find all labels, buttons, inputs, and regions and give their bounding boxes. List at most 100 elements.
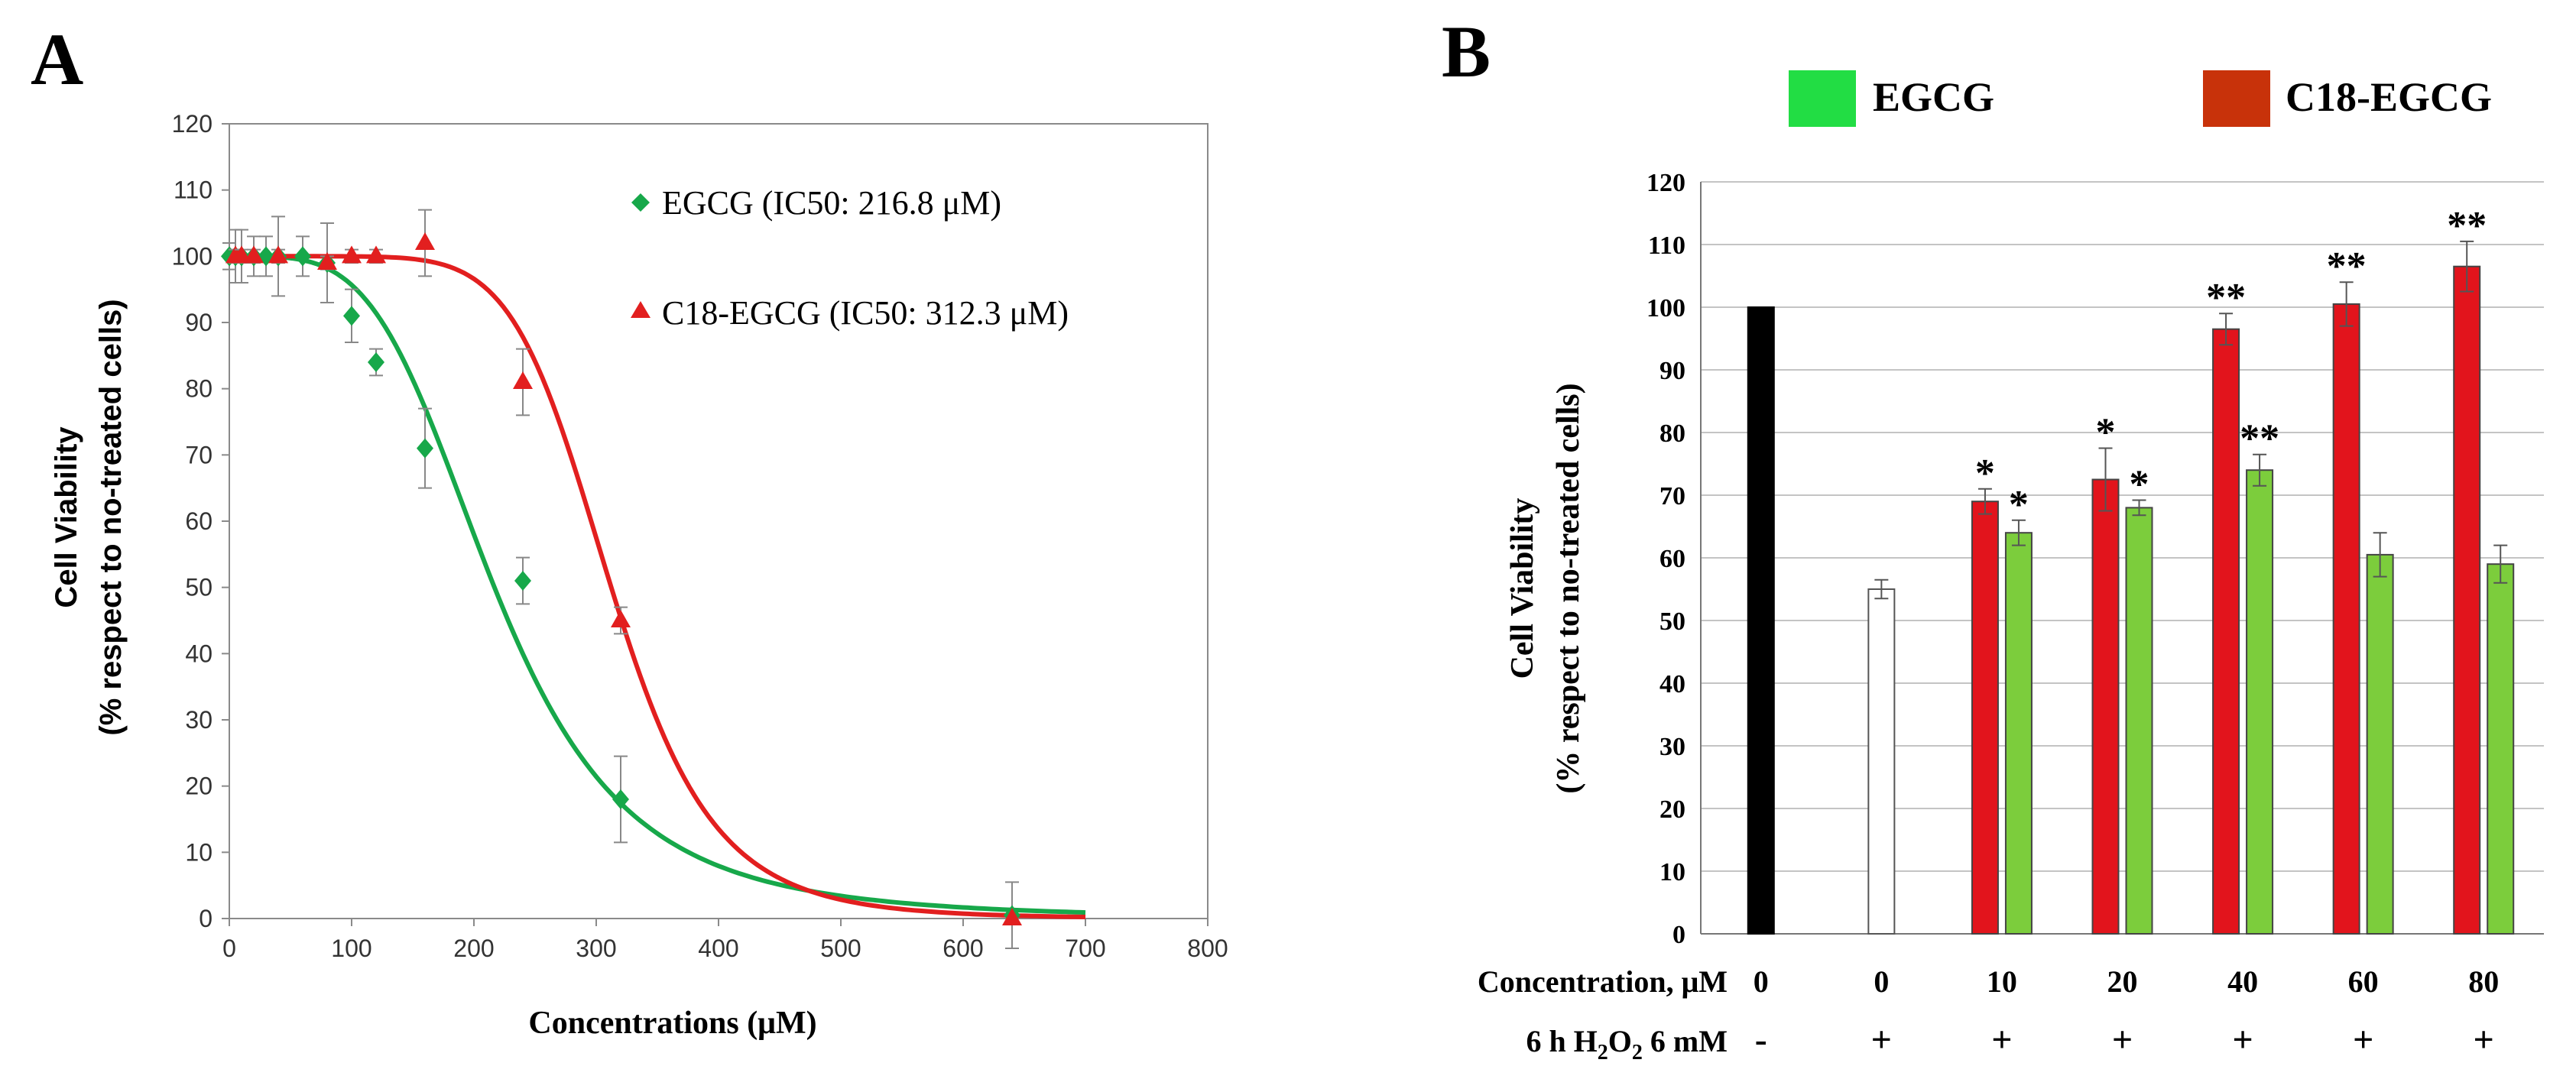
panel-b-significance-marker: * xyxy=(2130,463,2149,507)
panel-a-y-tick-label: 10 xyxy=(185,838,213,866)
panel-b-y-axis-title-line1: Cell Viability xyxy=(1505,498,1540,679)
panel-a-x-tick-label: 300 xyxy=(576,935,616,962)
panel-a-y-tick-label: 30 xyxy=(185,706,213,734)
panel-b-bar-c18-egcg xyxy=(2332,303,2360,935)
panel-a-legend-label-egcg: EGCG (IC50: 216.8 μM) xyxy=(662,184,1001,222)
panel-b-significance-marker: * xyxy=(2009,483,2029,527)
panel-b-concentration-label: 0 xyxy=(1754,964,1769,999)
panel-b-significance-marker: * xyxy=(2096,411,2116,455)
panel-b-h2o2-indicator: + xyxy=(1991,1019,2012,1060)
panel-a-x-tick-label: 400 xyxy=(698,935,738,962)
panel-a-legend-label-c18-egcg: C18-EGCG (IC50: 312.3 μM) xyxy=(662,294,1069,332)
panel-b-concentration-label: 10 xyxy=(1987,964,2017,999)
panel-b-bar-c18-egcg xyxy=(2453,265,2481,935)
panel-b-h2o2-indicator: + xyxy=(2112,1019,2133,1060)
panel-b-bar-c18-egcg xyxy=(1971,501,1999,935)
panel-a-y-tick-label: 80 xyxy=(185,375,213,403)
panel-b-significance-marker: ** xyxy=(2327,245,2367,288)
panel-b-h2o2-indicator: - xyxy=(1755,1019,1767,1060)
panel-a-legend-marker-egcg xyxy=(631,193,650,212)
panel-b-h2o2-indicator: + xyxy=(1871,1019,1892,1060)
panel-a-point-c18-egcg xyxy=(342,245,362,264)
panel-b-y-tick-label: 100 xyxy=(1646,294,1685,322)
panel-b-y-tick-label: 120 xyxy=(1646,169,1685,197)
panel-b-y-tick-label: 110 xyxy=(1648,232,1685,260)
panel-a-y-ticks: 0 10 20 30 40 50 60 70 80 90 100 110 120 xyxy=(172,110,229,932)
panel-a-x-tick-label: 0 xyxy=(222,935,236,962)
panel-b-concentration-label: 80 xyxy=(2468,964,2499,999)
panel-b-concentration-label: 40 xyxy=(2227,964,2258,999)
panel-b-concentration-label: 0 xyxy=(1874,964,1889,999)
panel-b-legend-swatch-egcg xyxy=(1789,70,1856,127)
panel-b-y-ticks: 0 10 20 30 40 50 60 70 80 90 100 110 120 xyxy=(1646,169,1685,949)
panel-a-x-tick-label: 200 xyxy=(453,935,494,962)
panel-a-x-tick-label: 800 xyxy=(1187,935,1228,962)
panel-a-y-axis-title-line1: Cell Viability xyxy=(50,426,83,608)
panel-b-y-tick-label: 0 xyxy=(1672,921,1685,949)
panel-a-y-tick-label: 40 xyxy=(185,640,213,667)
panel-b-bar-c18-egcg xyxy=(2212,328,2240,935)
panel-b-significance-marker: ** xyxy=(2206,276,2246,319)
panel-b-y-tick-label: 40 xyxy=(1659,670,1685,698)
panel-b-legend-label-c18-egcg: C18-EGCG xyxy=(2286,74,2492,120)
panel-a-y-tick-label: 60 xyxy=(185,507,213,535)
panel-a-point-c18-egcg xyxy=(513,371,533,389)
panel-a-point-c18-egcg xyxy=(415,232,435,250)
panel-b-bar-egcg xyxy=(2487,563,2515,935)
panel-b-y-tick-label: 90 xyxy=(1659,357,1685,385)
panel-a-y-tick-label: 20 xyxy=(185,773,213,800)
panel-b-category-labels: 0 - 0 +10 +20 +40 +60 +80 + xyxy=(1754,964,2499,1060)
panel-b-significance-marker: ** xyxy=(2240,417,2279,461)
panel-a-y-tick-label: 120 xyxy=(172,110,213,138)
panel-b-bar-egcg xyxy=(2004,532,2033,935)
panel-a-x-tick-label: 600 xyxy=(942,935,983,962)
panel-a-y-tick-label: 50 xyxy=(185,574,213,601)
panel-a-chart: A 0 10 20 30 40 50 60 70 80 90 100 110 120 0 100 200 30… xyxy=(31,18,1228,1041)
panel-b-y-tick-label: 10 xyxy=(1659,858,1685,886)
panel-a-point-egcg xyxy=(417,438,433,458)
panel-a-y-tick-label: 0 xyxy=(199,905,213,932)
panel-b-y-tick-label: 60 xyxy=(1659,545,1685,573)
panel-a-y-axis-title-line2: (% respect to no-treated cells) xyxy=(94,299,128,735)
panel-b-row1-label: Concentration, μM xyxy=(1478,964,1728,999)
panel-a-y-tick-label: 100 xyxy=(172,242,213,270)
panel-b-legend: EGCG C18-EGCG xyxy=(1789,70,2492,127)
panel-b-concentration-label: 20 xyxy=(2107,964,2138,999)
panel-b-y-tick-label: 30 xyxy=(1659,733,1685,761)
panel-b-plot-area xyxy=(1700,181,2544,935)
panel-a-point-c18-egcg xyxy=(317,252,337,270)
panel-a-point-c18-egcg xyxy=(244,245,264,264)
panel-b-y-tick-label: 70 xyxy=(1659,482,1685,510)
panel-a-data-points xyxy=(221,209,1022,949)
panel-a-y-tick-label: 110 xyxy=(174,177,213,204)
panel-b-y-tick-label: 50 xyxy=(1659,608,1685,636)
panel-a-legend-marker-c18-egcg xyxy=(631,301,650,318)
panel-a-legend: EGCG (IC50: 216.8 μM) C18-EGCG (IC50: 31… xyxy=(631,184,1069,332)
panel-b-legend-label-egcg: EGCG xyxy=(1873,74,1994,120)
panel-a-point-egcg xyxy=(368,352,384,372)
panel-a-point-egcg xyxy=(343,306,360,326)
panel-b-bar-c18-egcg xyxy=(2091,478,2120,935)
panel-b-bar-egcg xyxy=(2125,507,2153,935)
panel-a-y-tick-label: 70 xyxy=(185,441,213,468)
panel-a-y-tick-label: 90 xyxy=(185,309,213,336)
panel-b-bar-control xyxy=(1747,306,1775,935)
panel-b-bar-egcg xyxy=(2246,469,2274,935)
panel-b-chart: B EGCG C18-EGCG 010203040506070809010011… xyxy=(1442,11,2544,1064)
panel-a-point-egcg xyxy=(612,789,629,809)
panel-b-bar-h2o2-only xyxy=(1867,588,1896,935)
panel-b-significance-marker: ** xyxy=(2447,204,2487,248)
panel-b-label: B xyxy=(1442,11,1491,92)
panel-b-y-tick-label: 80 xyxy=(1659,420,1685,448)
panel-b-legend-swatch-c18-egcg xyxy=(2203,70,2270,127)
panel-a-x-axis-title: Concentrations (μM) xyxy=(528,1006,816,1041)
panel-b-bar-egcg xyxy=(2366,553,2394,935)
panel-a-point-c18-egcg xyxy=(1002,908,1022,925)
panel-b-row2-label: 6 h H2O2 6 mM xyxy=(1526,1024,1728,1064)
panel-a-point-c18-egcg xyxy=(366,245,386,264)
panel-a-plot-area xyxy=(229,123,1209,919)
panel-a-plot-frame xyxy=(229,123,1209,919)
panel-a-point-c18-egcg xyxy=(268,245,288,264)
panel-b-bars: ************ xyxy=(1747,204,2515,935)
panel-a-fit-curve-egcg xyxy=(229,254,1086,915)
